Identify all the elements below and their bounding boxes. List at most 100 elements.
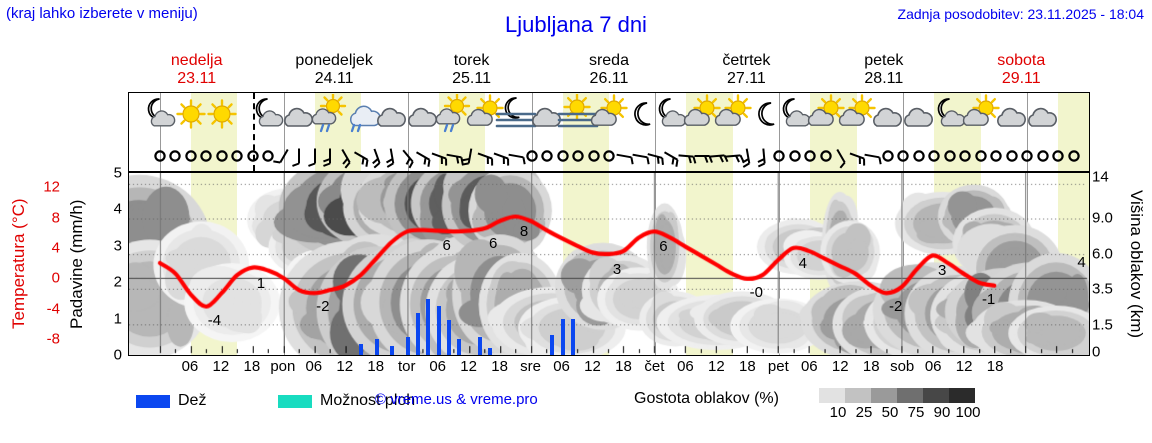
precipitation-tick: 4 (113, 200, 122, 218)
day-separator (283, 93, 285, 171)
cloud-icon (991, 94, 1033, 136)
moon-cloud-icon (650, 94, 692, 136)
sun-cloud-icon (960, 94, 1002, 136)
time-tick-label: tor (397, 358, 416, 375)
sun-cloud-icon (588, 94, 630, 136)
cloud-icon (898, 94, 940, 136)
cloud-density-tick: 100 (955, 404, 981, 421)
last-updated: Zadnja posodobitev: 23.11.2025 - 18:04 (897, 6, 1144, 22)
precipitation-tick: 2 (113, 273, 122, 291)
day-separator (655, 93, 657, 171)
time-tick-label: 12 (708, 358, 725, 375)
wind-barb-icon (427, 137, 451, 171)
cloud-density-scale (819, 388, 975, 403)
cloud-density-step (819, 388, 845, 403)
sun-cloud-rain-icon (309, 92, 351, 136)
time-tick-label: 12 (460, 358, 477, 375)
wind-calm-icon (938, 137, 962, 171)
wind-barb-icon (612, 137, 636, 171)
wind-barb-icon (860, 137, 884, 171)
wind-calm-icon (1062, 137, 1086, 171)
day-date: 27.11 (726, 70, 766, 87)
legend-rain: Dež (136, 392, 206, 410)
cloud-density-step (845, 388, 871, 403)
time-tick-label: 06 (924, 358, 942, 375)
temperature-tick: 4 (51, 239, 60, 257)
temperature-axis-ticks: 12 8 4 0 -4 -8 (30, 160, 60, 370)
time-tick-label: 18 (367, 358, 385, 375)
day-separator (407, 93, 409, 171)
sun-cloud-icon (712, 94, 754, 136)
temperature-tick: 8 (51, 209, 60, 226)
time-tick-label: 18 (491, 358, 508, 375)
cloud-density-scale-ticks: 10 25 50 75 90 100 (815, 404, 985, 422)
wind-calm-icon (241, 137, 265, 171)
temperature-tick: -4 (46, 300, 60, 317)
wind-barb-icon (365, 137, 389, 171)
moon-icon (619, 94, 661, 136)
wind-calm-icon (767, 137, 791, 171)
wind-calm-icon (256, 137, 280, 171)
showers-swatch (278, 394, 312, 408)
copyright-link[interactable]: © vreme.us & vreme.pro (375, 391, 538, 408)
wind-calm-icon (148, 137, 172, 171)
time-tick-label: 12 (336, 358, 354, 375)
wind-barb-icon (736, 137, 760, 171)
wind-calm-icon (210, 137, 234, 171)
temperature-point-label: 3 (612, 260, 622, 278)
wind-calm-icon (225, 137, 249, 171)
wind-calm-icon (1000, 137, 1024, 171)
wind-barb-row (129, 137, 1089, 171)
wind-calm-icon (907, 137, 931, 171)
legend-row: Dež Možnost ploh (128, 386, 1152, 426)
forecast-plot: -4 1 -2 6 6 8 3 6 -0 4 -2 3 -1 4 (128, 172, 1090, 356)
cloud-density-step (871, 388, 897, 403)
weather-icon-row (129, 92, 1089, 136)
day-name: sobota (997, 52, 1046, 69)
wind-calm-icon (163, 137, 187, 171)
time-tick-label: čet (644, 358, 665, 375)
day-separator (159, 93, 161, 171)
wind-barb-icon (721, 137, 745, 171)
cloud-height-tick: 1.5 (1092, 316, 1113, 334)
wind-calm-icon (520, 137, 544, 171)
temperature-point-label: 8 (519, 222, 529, 240)
cloud-density-tick: 90 (933, 404, 951, 421)
cloud-icon (371, 94, 413, 136)
cloud-legend-title: Gostota oblakov (%) (634, 390, 779, 407)
time-tick-label: 18 (862, 358, 880, 375)
wind-barb-icon (643, 137, 667, 171)
moon-icon (743, 94, 785, 136)
wind-calm-icon (179, 137, 203, 171)
moon-cloud-icon (139, 94, 181, 136)
wind-barb-icon (303, 137, 327, 171)
wind-calm-icon (922, 137, 946, 171)
temperature-tick: -8 (46, 330, 60, 348)
temperature-point-label: -2 (889, 298, 903, 316)
cloud-density-tick: 50 (881, 404, 899, 421)
wind-barb-icon (380, 137, 404, 171)
cloud-density-step (923, 388, 949, 403)
wind-barb-icon (674, 137, 698, 171)
wind-calm-icon (876, 137, 900, 171)
temperature-point-label: 1 (256, 274, 266, 292)
day-name: torek (453, 52, 490, 69)
cloud-density-step (949, 388, 975, 403)
cloud-density-tick: 75 (907, 404, 925, 421)
sun-cloud-icon (805, 94, 847, 136)
time-tick-label: 06 (429, 358, 447, 375)
precipitation-tick: 3 (113, 237, 122, 255)
wind-barb-icon (334, 137, 358, 171)
temperature-point-label: 6 (488, 235, 498, 253)
temperature-tick: 12 (43, 178, 60, 196)
time-tick-label: 12 (212, 358, 230, 375)
wind-calm-icon (1046, 137, 1070, 171)
time-tick-label: pet (767, 358, 789, 375)
wind-barb-icon (411, 137, 435, 171)
day-separator (903, 93, 905, 171)
sun-icon (170, 94, 212, 136)
wind-barb-icon (318, 137, 342, 171)
wind-calm-icon (984, 137, 1008, 171)
day-date: 25.11 (452, 70, 491, 87)
wind-barb-icon (504, 137, 528, 171)
